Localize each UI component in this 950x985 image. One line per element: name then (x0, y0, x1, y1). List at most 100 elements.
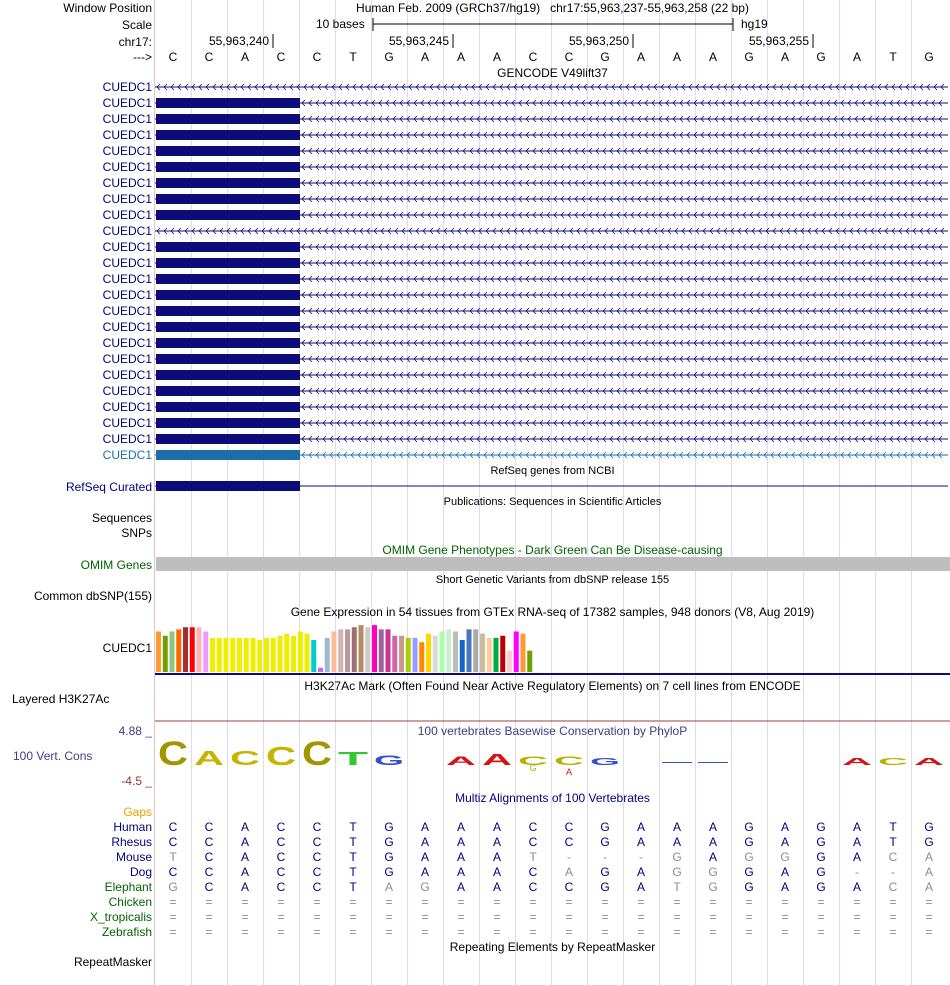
alignment-base: A (636, 835, 645, 849)
phylop-label[interactable]: 100 Vert. Cons (13, 749, 93, 763)
species-label[interactable]: Elephant (104, 880, 152, 894)
gencode-row-label[interactable]: CUEDC1 (102, 96, 152, 110)
gtex-tissue-bar (527, 650, 533, 672)
alignment-base: = (889, 895, 897, 909)
grid-line (659, 0, 660, 985)
grid-line (515, 0, 516, 985)
alignment-base: = (925, 910, 933, 924)
gencode-strand-arrows (301, 355, 943, 363)
refseq-exon (156, 481, 300, 491)
gencode-row-label[interactable]: CUEDC1 (102, 320, 152, 334)
gencode-row-label[interactable]: CUEDC1 (102, 128, 152, 142)
alignment-base: G (924, 820, 934, 834)
h3k27ac-label[interactable]: Layered H3K27Ac (12, 692, 110, 706)
gencode-row-label[interactable]: CUEDC1 (102, 448, 152, 462)
species-label[interactable]: Mouse (115, 850, 152, 864)
omim-label[interactable]: OMIM Genes (80, 558, 152, 572)
alignment-base: A (240, 865, 249, 879)
gencode-row-label[interactable]: CUEDC1 (102, 288, 152, 302)
gencode-row-label[interactable]: CUEDC1 (102, 400, 152, 414)
alignment-base: = (637, 925, 645, 939)
multiz-title: Multiz Alignments of 100 Vertebrates (455, 791, 650, 805)
sequence-base: A (672, 50, 681, 64)
species-label[interactable]: Zebrafish (101, 925, 152, 939)
alignment-base: = (205, 925, 213, 939)
gtex-tissue-bar (446, 629, 452, 672)
gencode-row-label[interactable]: CUEDC1 (102, 256, 152, 270)
alignment-base: = (205, 910, 213, 924)
alignment-base: G (816, 820, 826, 834)
alignment-base: A (456, 820, 465, 834)
alignment-base: = (745, 925, 753, 939)
gencode-row-label[interactable]: CUEDC1 (102, 80, 152, 94)
species-label[interactable]: Human (113, 820, 152, 834)
alignment-base: = (385, 925, 393, 939)
gencode-row-label[interactable]: CUEDC1 (102, 272, 152, 286)
publications-sequences-label[interactable]: Sequences (91, 511, 152, 525)
grid-line (443, 0, 444, 985)
alignment-base: A (780, 880, 789, 894)
alignment-base: A (708, 850, 717, 864)
gencode-row-label[interactable]: CUEDC1 (102, 160, 152, 174)
gencode-row-label[interactable]: CUEDC1 (102, 352, 152, 366)
gencode-strand-arrows (301, 147, 943, 155)
window-position-text: Human Feb. 2009 (GRCh37/hg19) chr17:55,9… (356, 1, 749, 15)
species-label[interactable]: Rhesus (111, 835, 152, 849)
phylop-base-letter: C (878, 757, 908, 768)
alignment-base: C (528, 820, 538, 834)
gencode-row-label[interactable]: CUEDC1 (102, 176, 152, 190)
gencode-row-label[interactable]: CUEDC1 (102, 384, 152, 398)
refseq-label[interactable]: RefSeq Curated (65, 480, 152, 494)
phylop-base-letter: C (266, 741, 296, 771)
gencode-exon (156, 146, 300, 156)
grid-line (623, 0, 624, 985)
alignment-base: C (888, 880, 898, 894)
gtex-tissue-bar (250, 637, 256, 672)
dbsnp-label[interactable]: Common dbSNP(155) (33, 589, 152, 603)
species-label[interactable]: X_tropicalis (89, 910, 152, 924)
species-label[interactable]: Chicken (108, 895, 152, 909)
gencode-row-label[interactable]: CUEDC1 (102, 416, 152, 430)
alignment-base: T (349, 880, 357, 894)
alignment-base: C (312, 880, 322, 894)
phylop-base-letter: A (446, 754, 477, 768)
gtex-label[interactable]: CUEDC1 (102, 641, 152, 655)
gencode-row-label[interactable]: CUEDC1 (102, 304, 152, 318)
gencode-row-label[interactable]: CUEDC1 (102, 192, 152, 206)
gencode-row-label[interactable]: CUEDC1 (102, 368, 152, 382)
gtex-tissue-bar (507, 650, 512, 672)
grid-line (335, 0, 336, 985)
window-position-label: Window Position (63, 1, 152, 15)
sequence-base: G (384, 50, 394, 64)
alignment-base: = (817, 910, 825, 924)
species-label[interactable]: Dog (129, 865, 152, 879)
alignment-base: C (168, 820, 178, 834)
alignment-base: A (780, 865, 789, 879)
gencode-row-label[interactable]: CUEDC1 (102, 336, 152, 350)
alignment-base: A (708, 835, 717, 849)
gencode-exon (156, 370, 300, 380)
alignment-base: = (349, 925, 357, 939)
gencode-row-label[interactable]: CUEDC1 (102, 240, 152, 254)
alignment-base: A (420, 850, 429, 864)
gencode-row-label[interactable]: CUEDC1 (102, 208, 152, 222)
gencode-row-label[interactable]: CUEDC1 (102, 112, 152, 126)
alignment-base: C (312, 835, 322, 849)
gencode-row-label[interactable]: CUEDC1 (102, 224, 152, 238)
alignment-base: = (493, 910, 501, 924)
alignment-base: C (276, 835, 286, 849)
gencode-strand-arrows (301, 387, 943, 395)
sequence-base: C (528, 50, 538, 64)
alignment-base: A (240, 835, 249, 849)
gtex-tissue-bar (230, 637, 236, 672)
gencode-row-label[interactable]: CUEDC1 (102, 144, 152, 158)
gencode-row-label[interactable]: CUEDC1 (102, 432, 152, 446)
publications-snps-label[interactable]: SNPs (121, 526, 152, 540)
repeatmasker-label[interactable]: RepeatMasker (73, 955, 152, 969)
gtex-tissue-bar (284, 633, 290, 672)
alignment-base: C (276, 880, 286, 894)
gencode-exon (156, 130, 300, 140)
grid-line (911, 0, 912, 985)
gtex-tissue-bar (324, 637, 330, 672)
